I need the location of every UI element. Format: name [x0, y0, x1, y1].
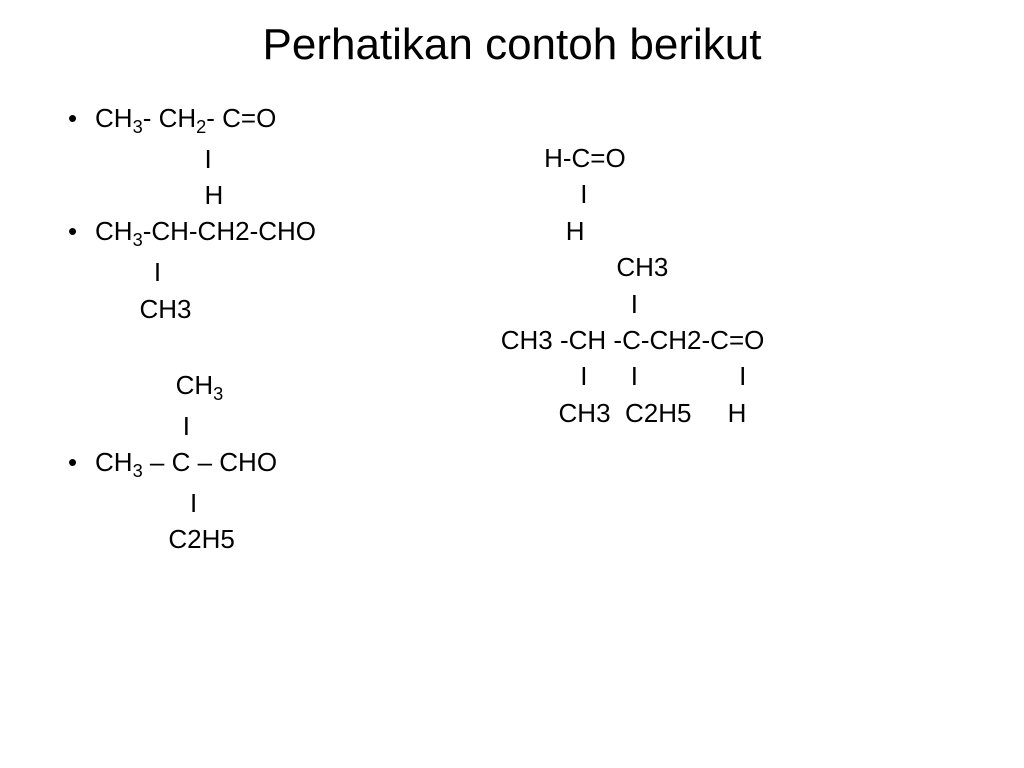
right-column: H-C=O I H CH3 I CH3 -CH -C-CH2-C=O I I I… — [494, 100, 974, 557]
r-line-8: CH3 C2H5 H — [494, 395, 974, 431]
formula-3-sub: C2H5 — [60, 521, 494, 557]
formula-3-text: CH3 – C – CHO — [95, 447, 277, 477]
r-line-1: H-C=O — [494, 140, 974, 176]
formula-3-pre2: I — [60, 408, 494, 444]
r-line-6: CH3 -CH -C-CH2-C=O — [494, 322, 974, 358]
formula-2-bond: I — [60, 254, 494, 290]
formula-1-sub: H — [60, 177, 494, 213]
slide-container: Perhatikan contoh berikut CH3- CH2- C=O … — [0, 0, 1024, 768]
r-line-5: I — [494, 286, 974, 322]
slide-title: Perhatikan contoh berikut — [50, 20, 974, 70]
spacer — [60, 327, 494, 367]
txt: CH — [95, 103, 133, 133]
txt: – C – CHO — [143, 447, 277, 477]
r-line-4: CH3 — [494, 249, 974, 285]
formula-item-1: CH3- CH2- C=O — [60, 100, 494, 141]
formula-2-sub: CH3 — [60, 291, 494, 327]
txt: -CH-CH2-CHO — [143, 216, 316, 246]
txt: CH — [95, 216, 133, 246]
left-column: CH3- CH2- C=O I H CH3-CH-CH2-CHO I CH3 — [50, 100, 494, 557]
formula-item-2: CH3-CH-CH2-CHO — [60, 213, 494, 254]
txt: - C=O — [206, 103, 276, 133]
txt: - CH — [143, 103, 196, 133]
formula-2-text: CH3-CH-CH2-CHO — [95, 216, 316, 246]
r-line-2: I — [494, 176, 974, 212]
formula-3-bond: I — [60, 485, 494, 521]
content-area: CH3- CH2- C=O I H CH3-CH-CH2-CHO I CH3 — [50, 100, 974, 557]
formula-item-3: CH3 – C – CHO — [60, 444, 494, 485]
formula-list: CH3- CH2- C=O I H CH3-CH-CH2-CHO I CH3 — [60, 100, 494, 557]
txt: CH — [95, 447, 133, 477]
formula-1-text: CH3- CH2- C=O — [95, 103, 276, 133]
formula-1-bond: I — [60, 141, 494, 177]
r-line-7: I I I — [494, 358, 974, 394]
formula-3-pre1: CH3 — [60, 367, 494, 408]
r-line-3: H — [494, 213, 974, 249]
txt: CH — [60, 370, 213, 400]
